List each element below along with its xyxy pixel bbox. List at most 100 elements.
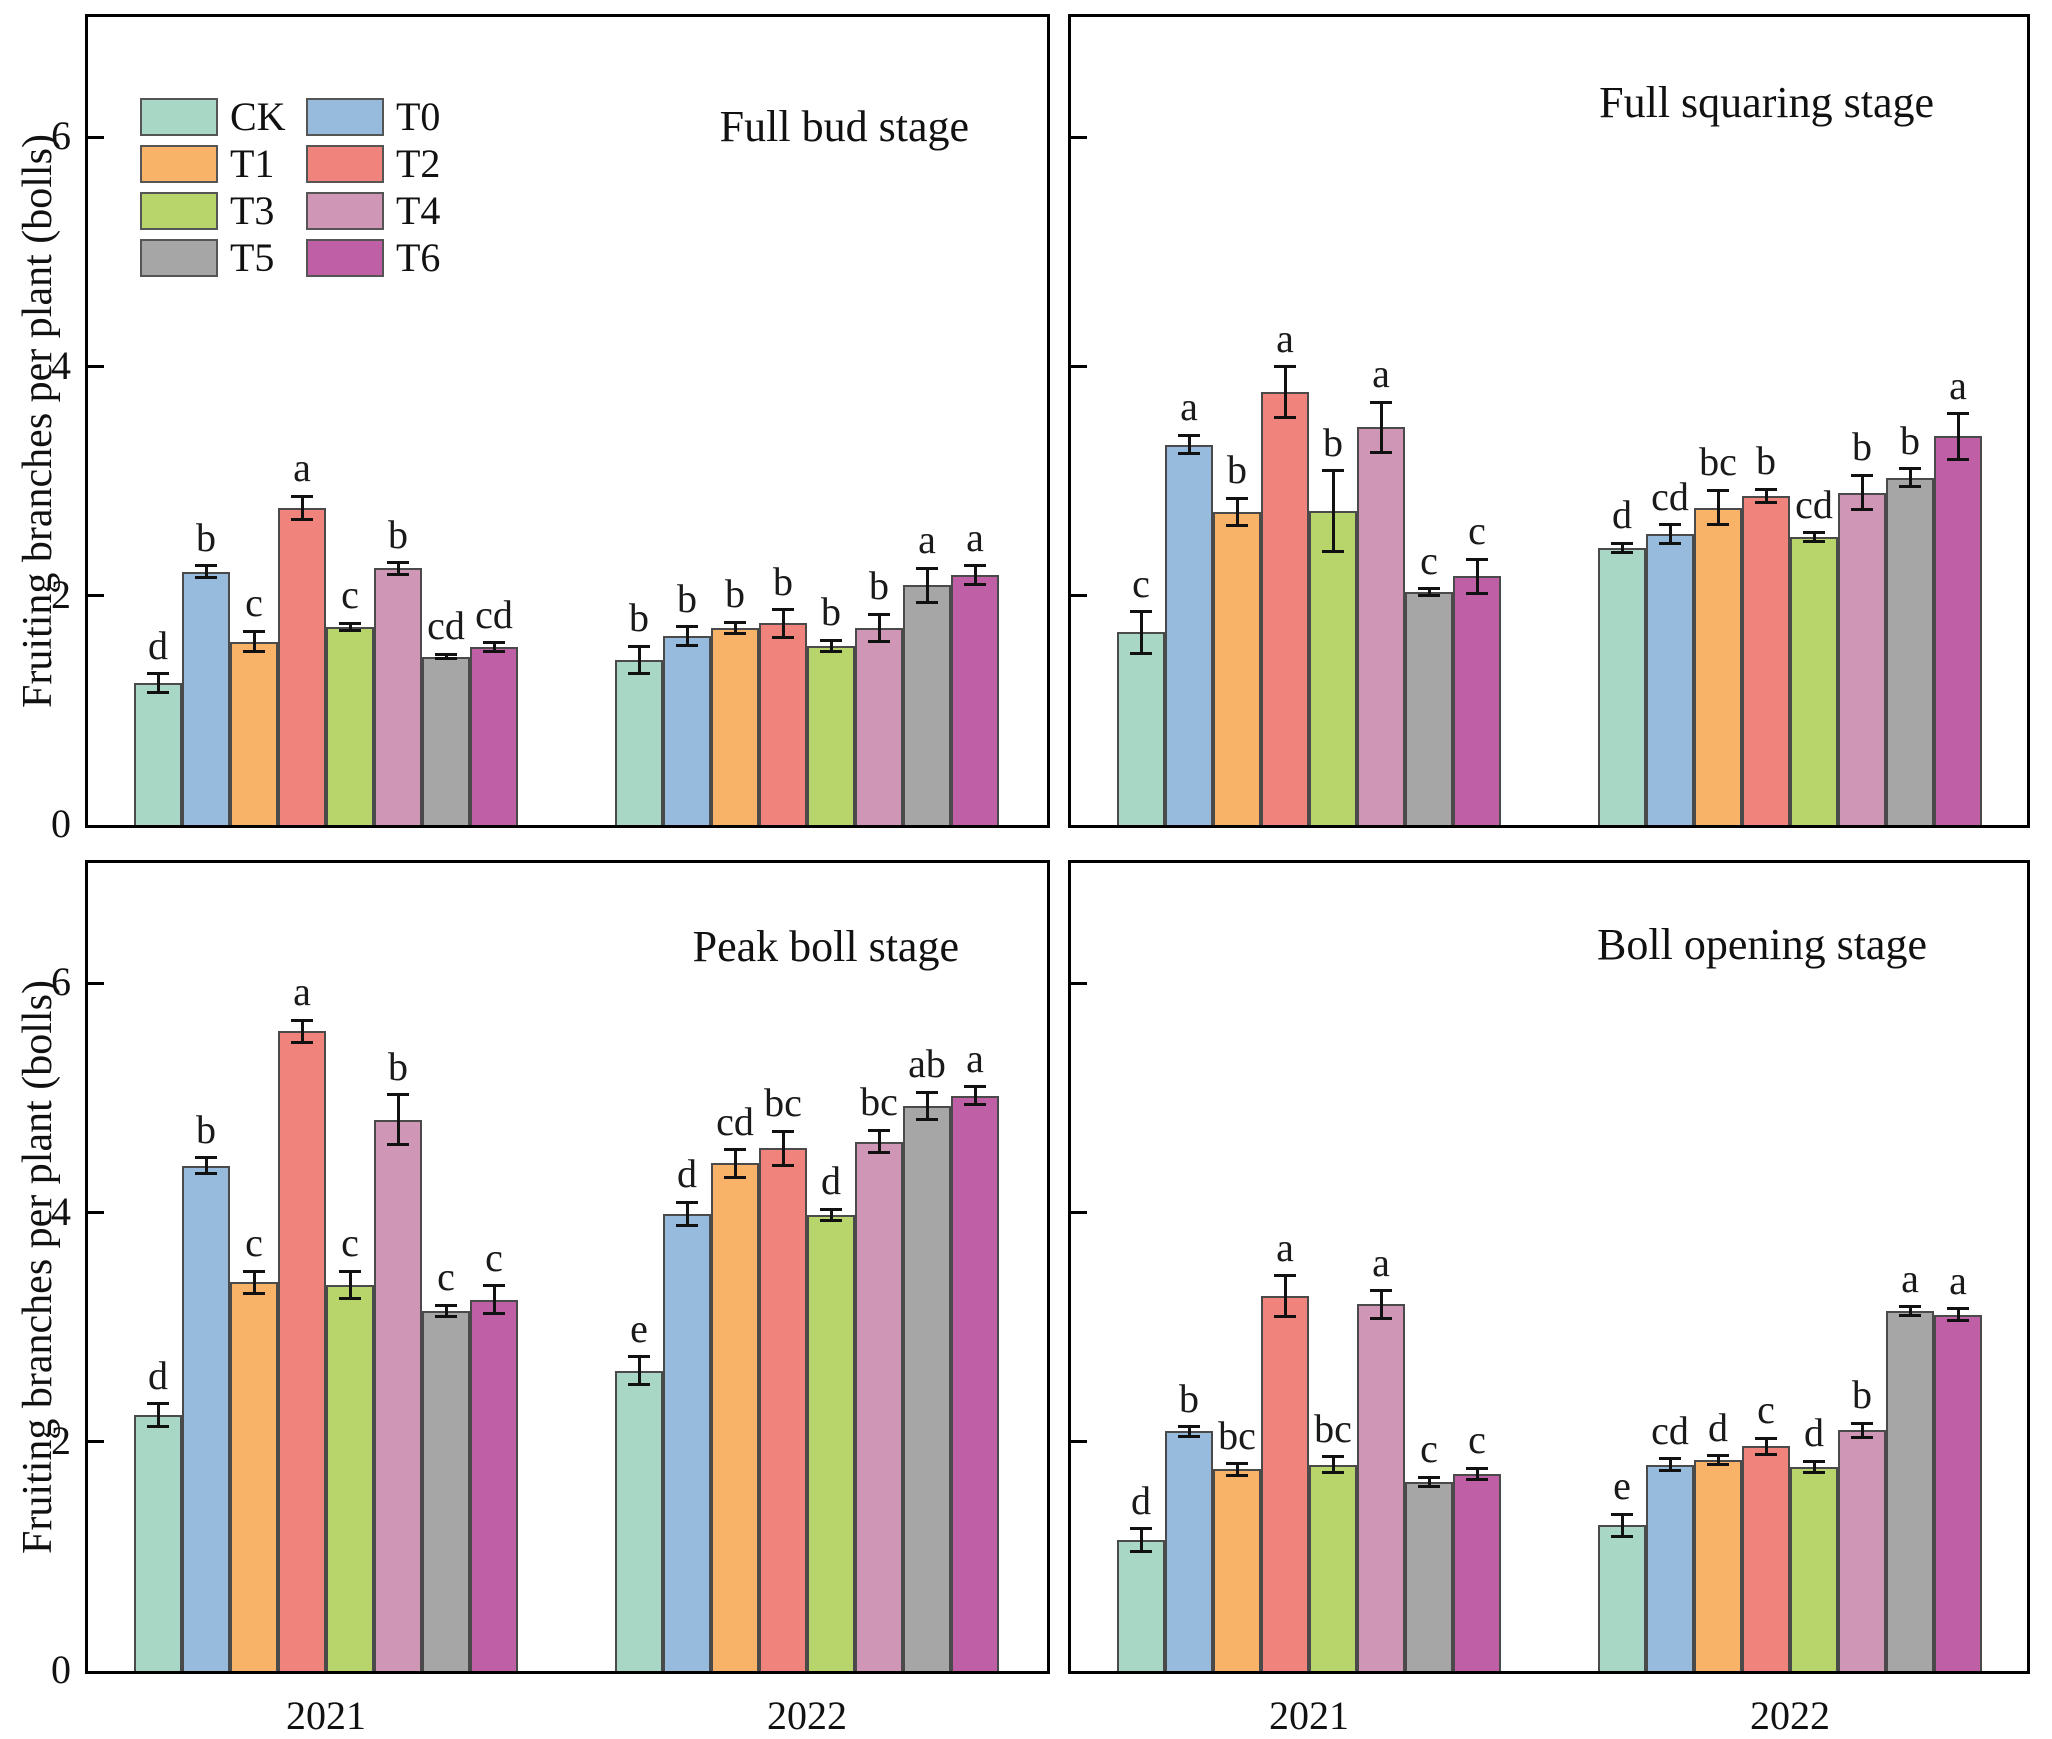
error-bar-cap [1418, 594, 1440, 598]
error-bar [1427, 1477, 1431, 1487]
error-bar-cap [435, 1303, 457, 1307]
panel-peak-boll-stage: Peak boll stage d e b d c cd a bc c d b bc c ab c a [85, 860, 1050, 1674]
error-bar [252, 1271, 256, 1294]
panel-title-boll-opening-stage: Boll opening stage [1597, 920, 1927, 969]
significance-letter: c [245, 580, 263, 626]
error-bar-cap [1755, 1436, 1777, 1440]
significance-letter: a [918, 517, 936, 563]
error-bar-cap [1466, 592, 1488, 595]
error-bar-cap [1130, 1527, 1152, 1531]
significance-letter: d [1131, 1477, 1151, 1523]
significance-letter: d [1804, 1410, 1824, 1456]
error-bar [444, 1305, 448, 1317]
bar-t2-2022 [759, 1148, 807, 1671]
x-tick-label-2021-right: 2021 [1269, 1693, 1349, 1738]
bar-t0-2021 [1165, 1431, 1213, 1671]
error-bar-cap [291, 494, 313, 498]
significance-letter: c [1468, 1417, 1486, 1463]
error-bar-cap [147, 1425, 169, 1429]
error-bar [877, 614, 881, 642]
significance-letter: bc [860, 1079, 898, 1125]
error-bar-cap [1611, 541, 1633, 545]
error-bar-cap [820, 638, 842, 642]
error-bar-cap [1707, 1463, 1729, 1467]
error-bar-cap [964, 1085, 986, 1088]
bar-t3-2021 [1309, 1464, 1357, 1671]
error-bar-cap [195, 575, 217, 579]
error-bar-cap [483, 1284, 505, 1288]
error-bar-cap [628, 1382, 650, 1386]
panel-full-bud-stage: Full bud stage CK T0 T1 T2 T3 [85, 14, 1050, 828]
error-bar-cap [1226, 496, 1248, 500]
bar-t6-2021 [470, 1299, 518, 1671]
significance-letter: d [1612, 492, 1632, 538]
error-bar-cap [243, 1292, 265, 1296]
error-bar-cap [483, 1311, 505, 1315]
significance-letter: b [677, 575, 697, 621]
significance-letter: c [341, 1220, 359, 1266]
bar-t4-2022 [855, 1141, 903, 1671]
error-bar-cap [1322, 1455, 1344, 1459]
error-bar-cap [1899, 1314, 1921, 1318]
error-bar [444, 654, 448, 659]
bar-t3-2021 [1309, 510, 1357, 825]
error-bar-cap [628, 644, 650, 648]
error-bar [492, 642, 496, 652]
bar-t0-2022 [1646, 1464, 1694, 1671]
significance-letter: d [1708, 1404, 1728, 1450]
error-bar-cap [1418, 1475, 1440, 1479]
significance-letter: bc [1218, 1412, 1256, 1458]
error-bar [1812, 532, 1816, 542]
bar-t4-2021 [374, 568, 422, 825]
error-bar-cap [483, 641, 505, 645]
error-bar [733, 1149, 737, 1178]
error-bar-cap [1130, 1550, 1152, 1554]
panel-full-squaring-stage: Full squaring stage c d a cd b bc a b b cd a b c b c a [1068, 14, 2030, 828]
x-tick-label-2021-left: 2021 [286, 1693, 366, 1738]
error-bar-cap [1803, 1471, 1825, 1475]
error-bar [1475, 559, 1479, 594]
error-bar-cap [868, 1128, 890, 1132]
legend-swatch-t4 [306, 192, 384, 230]
legend-swatch-ck [140, 98, 218, 136]
error-bar [156, 1403, 160, 1427]
error-bar-cap [1707, 1454, 1729, 1458]
error-bar-cap [1659, 541, 1681, 545]
error-bar [1187, 435, 1191, 454]
error-bar-cap [1611, 1512, 1633, 1516]
error-bar-cap [1178, 433, 1200, 437]
significance-letter: a [1276, 315, 1294, 361]
y-tick-mark [1071, 1211, 1087, 1215]
error-bar [1908, 1306, 1912, 1316]
error-bar-cap [1947, 412, 1969, 416]
error-bar-cap [435, 652, 457, 656]
error-bar-cap [676, 1223, 698, 1227]
error-bar-cap [772, 608, 794, 612]
error-bar [733, 622, 737, 634]
bar-t5-2022 [903, 1105, 951, 1671]
error-bar-cap [1659, 1457, 1681, 1461]
plot-area-full-bud-stage: d b b b c b a b c b b b cd a cd a [88, 17, 1047, 825]
error-bar-cap [1611, 550, 1633, 554]
bar-t4-2021 [1357, 1304, 1405, 1671]
panel-boll-opening-stage: Boll opening stage d e b cd bc d a c bc d a b c a c a [1068, 860, 2030, 1674]
legend-swatch-t3 [140, 192, 218, 230]
error-bar [1668, 524, 1672, 544]
bar-t6-2021 [1453, 576, 1501, 825]
error-bar [1379, 1290, 1383, 1319]
significance-letter: b [821, 589, 841, 635]
error-bar [348, 1271, 352, 1299]
significance-letter: a [293, 445, 311, 491]
error-bar-cap [1851, 1435, 1873, 1439]
y-tick-mark [1071, 981, 1087, 985]
bar-ck-2021 [134, 1415, 182, 1671]
significance-letter: a [1372, 1239, 1390, 1285]
error-bar-cap [291, 517, 313, 521]
error-bar-cap [1466, 1478, 1488, 1482]
error-bar-cap [1659, 523, 1681, 527]
error-bar-cap [1178, 1425, 1200, 1429]
error-bar-cap [1659, 1468, 1681, 1472]
significance-letter: cd [1651, 473, 1689, 519]
significance-letter: a [1949, 362, 1967, 408]
